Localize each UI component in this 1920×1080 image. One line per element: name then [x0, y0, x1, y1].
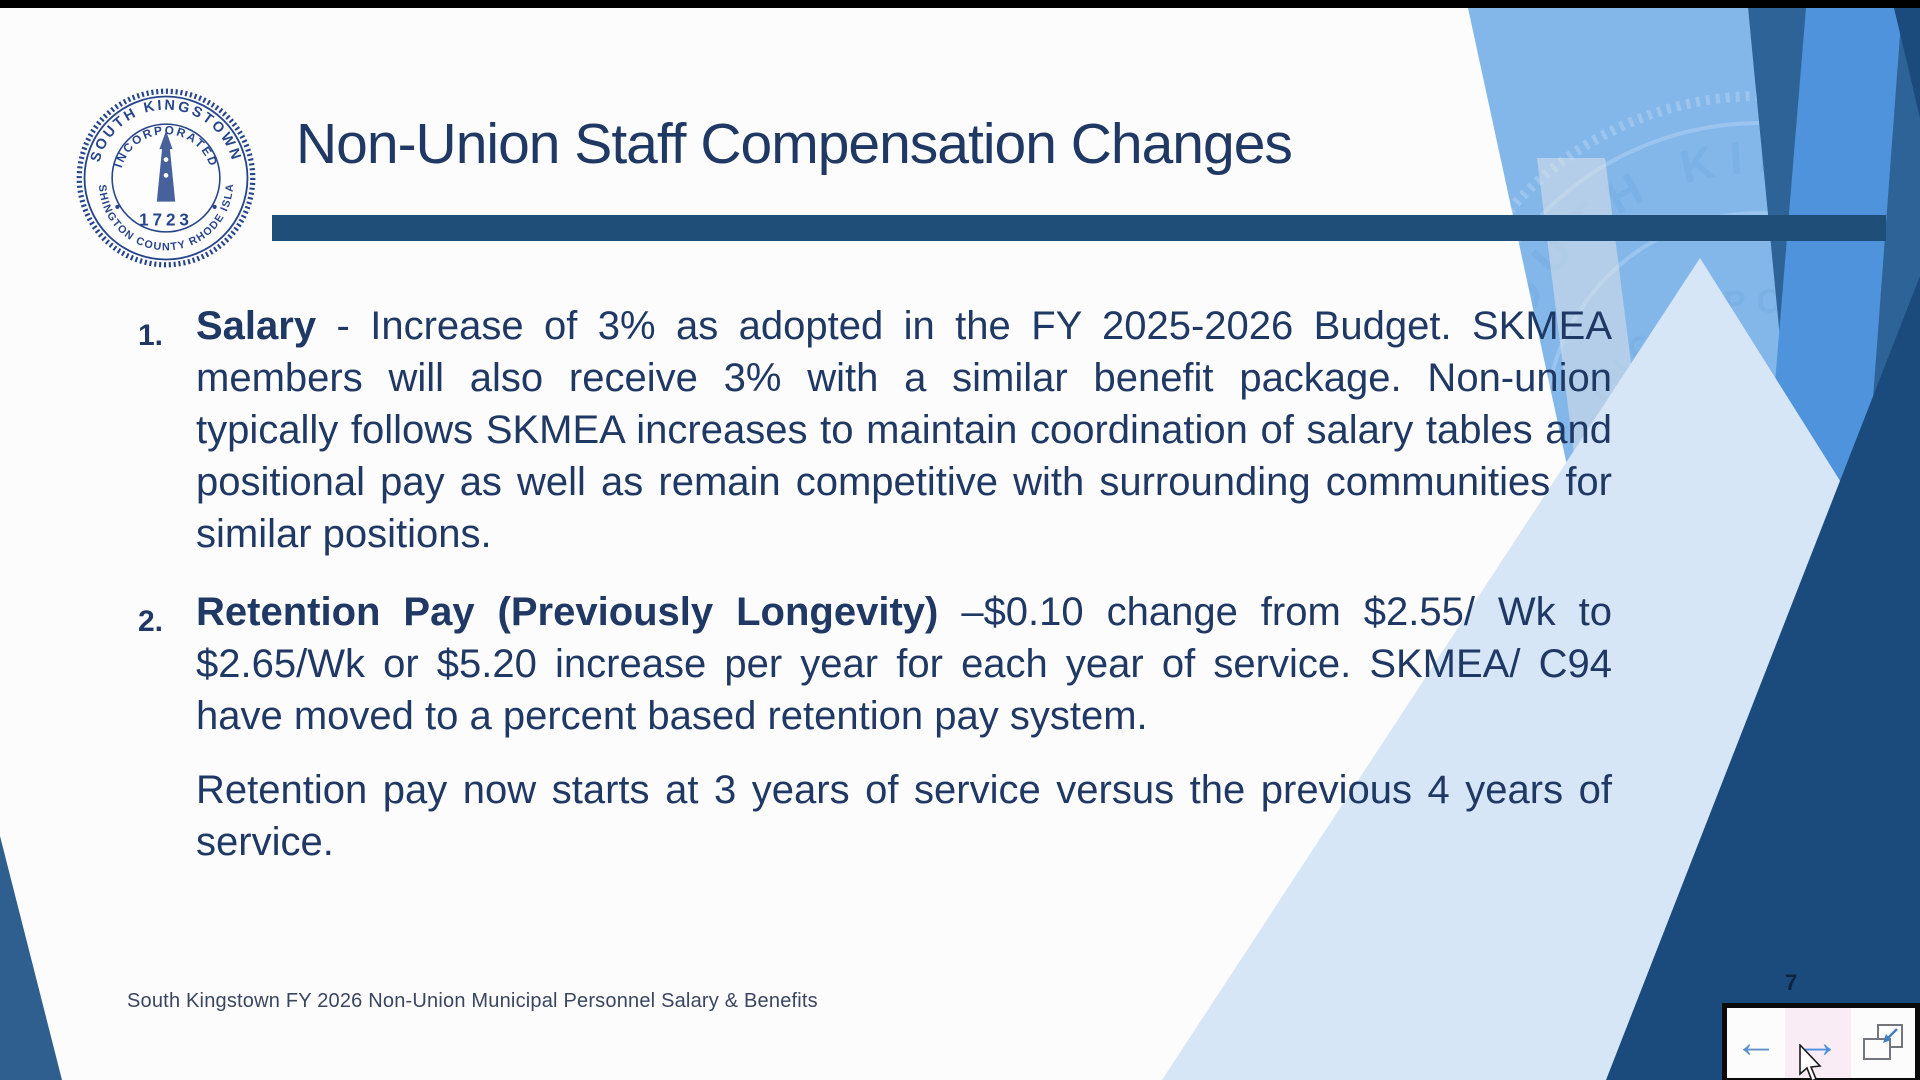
page-title: Non-Union Staff Compensation Changes	[296, 112, 1293, 176]
mouse-cursor	[1799, 1044, 1822, 1080]
list-number-spacer	[138, 764, 196, 774]
presentation-slide: SOUTH KINGSTOWN INCORPORATED SOUTH KINGS…	[0, 8, 1920, 1080]
corner-wedge-decoration	[0, 836, 62, 1080]
list-item-retention-pay: 2. Retention Pay (Previously Longevity) …	[138, 586, 1612, 742]
continuation-text: Retention pay now starts at 3 years of s…	[196, 768, 1612, 864]
seal-year-text: 1723	[139, 210, 193, 229]
navy-top-right-sliver	[1894, 8, 1920, 118]
list-item-lead: Salary	[196, 304, 317, 348]
next-slide-button[interactable]: →	[1785, 1008, 1851, 1078]
list-item-lead: Retention Pay (Previously Longevity)	[196, 590, 939, 634]
slide-number: 7	[1785, 970, 1798, 995]
list-item-text: Salary - Increase of 3% as adopted in th…	[196, 300, 1612, 560]
seal-tower-glyph	[156, 130, 176, 202]
list-item-body: –$0.10 change from $2.55/ Wk to $2.65/Wk…	[196, 590, 1612, 738]
list-number: 1.	[138, 319, 164, 352]
list-item-salary: 1. Salary - Increase of 3% as adopted in…	[138, 300, 1612, 560]
back-arrow-icon: ←	[1734, 1018, 1778, 1067]
title-underline-bar	[272, 215, 1886, 241]
pop-out-icon	[1863, 1024, 1903, 1060]
navy-corner-triangle	[1606, 276, 1920, 1080]
pop-out-view-button[interactable]	[1851, 1008, 1915, 1078]
list-item-continuation: Retention pay now starts at 3 years of s…	[138, 764, 1612, 868]
list-item-text: Retention Pay (Previously Longevity) –$0…	[196, 586, 1612, 742]
slide-footer: South Kingstown FY 2026 Non-Union Munici…	[127, 990, 818, 1012]
list-number: 2.	[138, 605, 164, 638]
town-seal-logo: SOUTH KINGSTOWN WASHINGTON COUNTY RHODE …	[74, 86, 256, 268]
list-item-body: - Increase of 3% as adopted in the FY 20…	[196, 304, 1612, 556]
previous-slide-button[interactable]: ←	[1727, 1008, 1785, 1078]
slide-background-design: SOUTH KINGSTOWN INCORPORATED	[1162, 8, 1920, 1080]
